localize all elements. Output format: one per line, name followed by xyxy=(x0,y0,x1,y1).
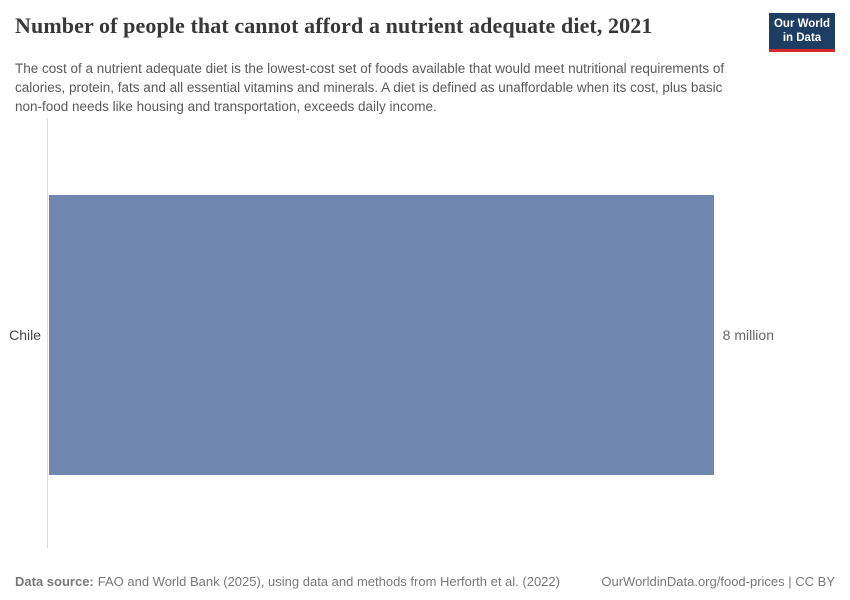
value-label: 8 million xyxy=(722,327,774,343)
bar-chile[interactable] xyxy=(49,195,714,475)
data-source-text: FAO and World Bank (2025), using data an… xyxy=(97,574,560,589)
page-title: Number of people that cannot afford a nu… xyxy=(15,13,653,38)
chart-subtitle: The cost of a nutrient adequate diet is … xyxy=(15,61,725,115)
bar-row: 8 million xyxy=(49,195,774,475)
y-axis-line xyxy=(47,118,48,548)
owid-logo: Our World in Data xyxy=(769,13,835,52)
data-source-note: Data source: FAO and World Bank (2025), u… xyxy=(15,574,560,589)
plot-area: Chile 8 million xyxy=(0,118,850,548)
footer: Data source: FAO and World Bank (2025), u… xyxy=(15,574,835,589)
category-label-chile: Chile xyxy=(9,327,41,343)
data-source-label: Data source: xyxy=(15,574,94,589)
footer-link: OurWorldinData.org/food-prices | CC BY xyxy=(601,574,835,589)
owid-logo-line2: in Data xyxy=(782,32,822,44)
owid-logo-line1: Our World xyxy=(773,17,830,30)
